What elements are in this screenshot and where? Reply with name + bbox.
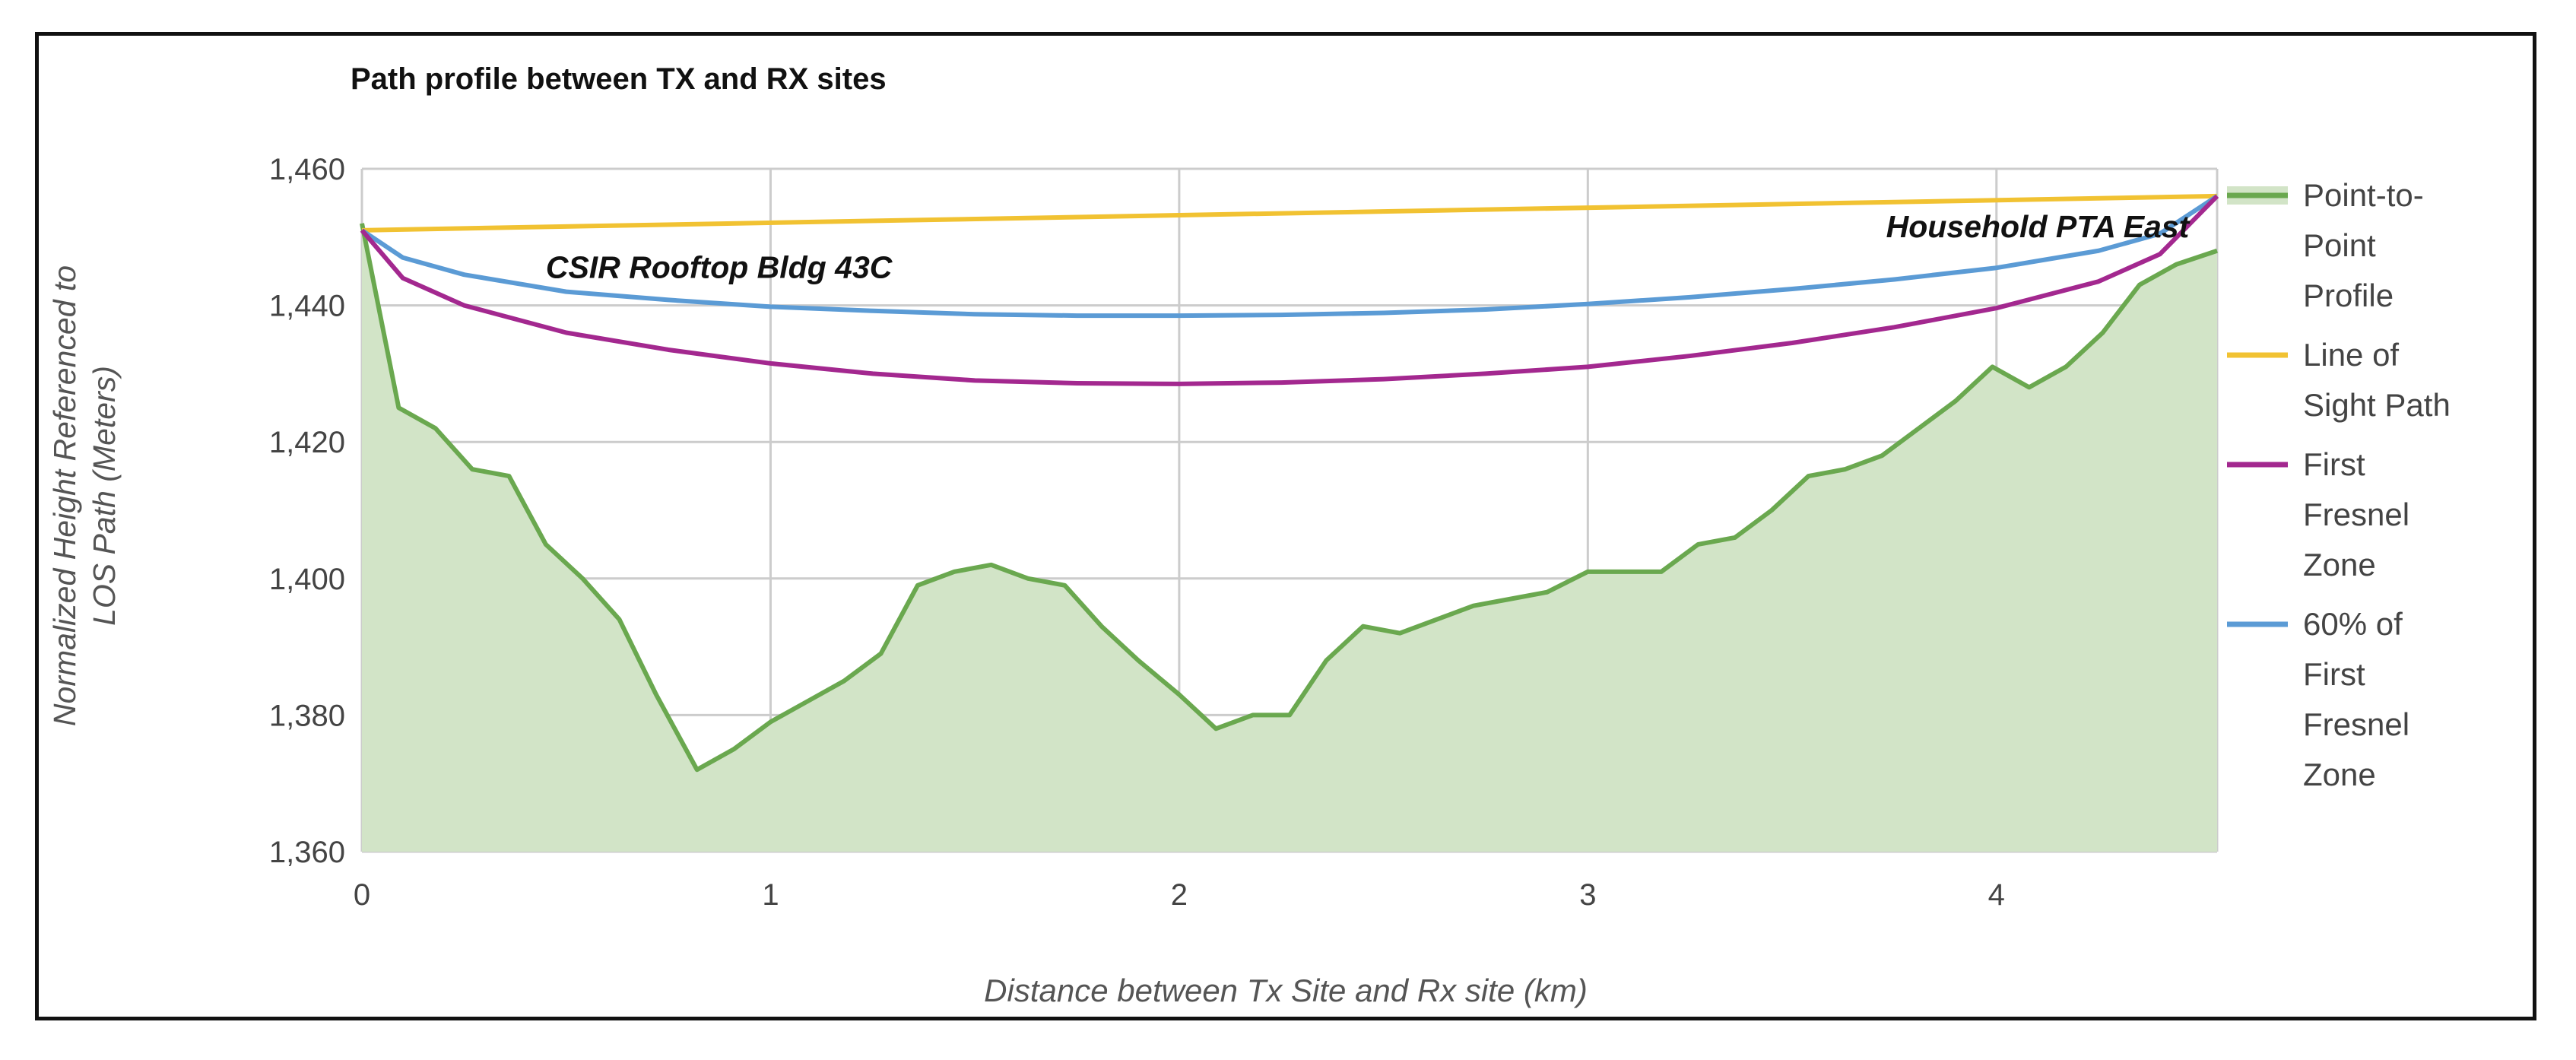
y-axis-tick-labels: 1,360 1,380 1,400 1,420 1,440 1,460 xyxy=(269,153,345,869)
x-tick-label: 3 xyxy=(1579,878,1596,912)
x-tick-label: 1 xyxy=(762,878,779,912)
legend-label-line: Point-to- xyxy=(2303,177,2424,213)
legend-label-line: Point xyxy=(2303,227,2376,263)
x-tick-label: 4 xyxy=(1988,878,2005,912)
legend-label-line: Line of xyxy=(2303,337,2399,373)
legend-label-line: Fresnel xyxy=(2303,497,2409,532)
y-tick-label: 1,420 xyxy=(269,426,345,459)
legend-label-line: Fresnel xyxy=(2303,706,2409,742)
x-axis-label: Distance between Tx Site and Rx site (km… xyxy=(984,973,1588,1008)
series-line-60-of-first-fresnel-zone xyxy=(360,194,2219,319)
y-axis-label-line1: Normalized Height Referenced to xyxy=(47,265,82,726)
y-tick-label: 1,360 xyxy=(269,836,345,869)
legend-label-line: 60% of xyxy=(2303,606,2403,642)
legend-label-line: Profile xyxy=(2303,278,2394,313)
annotations: CSIR Rooftop Bldg 43C Household PTA East xyxy=(546,209,2191,285)
chart-canvas: Path profile between TX and RX sites 1,3… xyxy=(47,62,2451,1008)
legend-label-line: First xyxy=(2303,446,2365,482)
annotation-label: CSIR Rooftop Bldg 43C xyxy=(546,250,893,285)
x-axis-tick-labels: 0 1 2 3 4 xyxy=(354,878,2005,912)
y-tick-label: 1,400 xyxy=(269,563,345,596)
y-tick-label: 1,440 xyxy=(269,290,345,323)
chart-title: Path profile between TX and RX sites xyxy=(351,62,887,96)
legend-label-line: Sight Path xyxy=(2303,387,2451,423)
legend-label-line: Zone xyxy=(2303,547,2376,582)
chart-frame: Path profile between TX and RX sites 1,3… xyxy=(35,32,2536,1020)
series-line-point-to-point-profile xyxy=(360,223,2218,773)
series-line-first-fresnel-zone xyxy=(360,194,2219,386)
legend: Point-to- Point Profile Line of Sight Path Fi… xyxy=(2227,177,2451,792)
x-tick-label: 2 xyxy=(1171,878,1188,912)
annotation-label: Household PTA East xyxy=(1886,209,2191,244)
x-tick-label: 0 xyxy=(354,878,370,912)
series-layer xyxy=(360,193,2219,852)
y-tick-label: 1,460 xyxy=(269,153,345,186)
legend-label-line: First xyxy=(2303,656,2365,692)
series-area-fill xyxy=(362,223,2217,852)
y-tick-label: 1,380 xyxy=(269,699,345,732)
series-line-line-of-sight-path xyxy=(361,193,2218,233)
y-axis-label-line2: LOS Path (Meters) xyxy=(87,366,122,626)
legend-label-line: Zone xyxy=(2303,757,2376,792)
